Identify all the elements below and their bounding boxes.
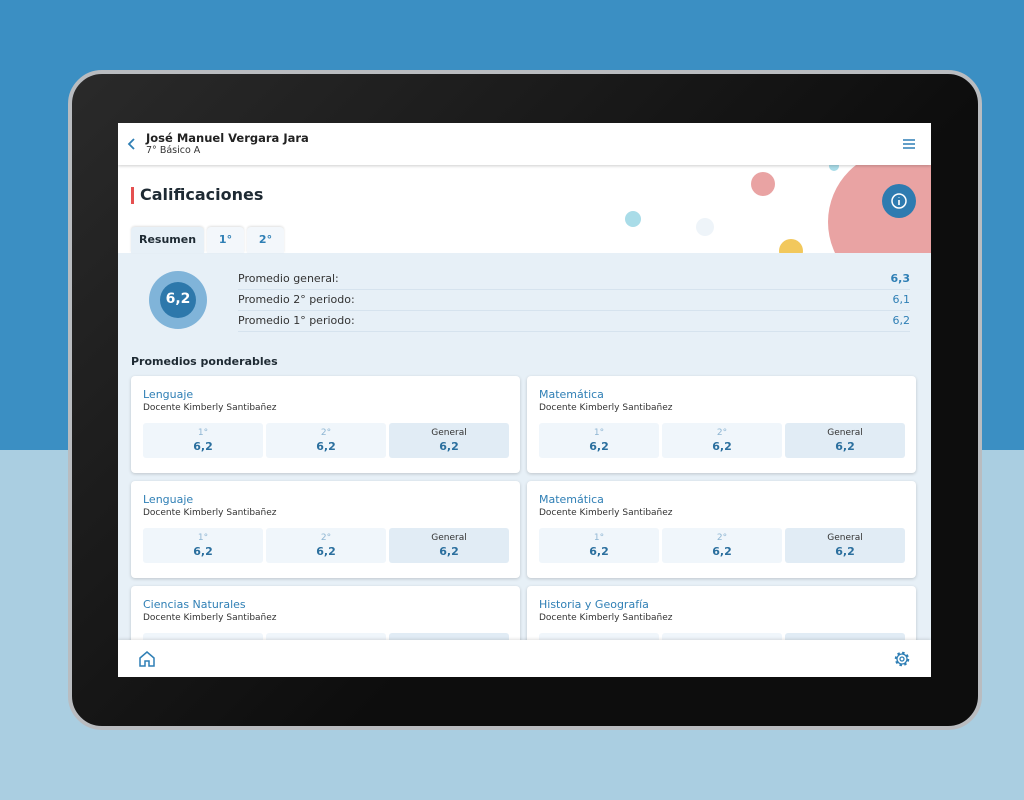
menu-button[interactable] <box>902 138 916 150</box>
subject-name: Lenguaje <box>143 388 194 401</box>
grade-value: 6,2 <box>193 545 213 558</box>
grade-label: 1° <box>593 428 605 438</box>
teacher-name: Docente Kimberly Santibañez <box>539 508 673 518</box>
row-value: 6,1 <box>892 293 911 306</box>
grade-label: 1° <box>197 428 209 438</box>
row-value: 6,2 <box>892 314 911 327</box>
grade-label: 1° <box>197 533 209 543</box>
grade-label: General <box>431 533 467 543</box>
summary-row: Promedio 1° periodo: 6,2 <box>238 311 910 332</box>
grade-value: 6,2 <box>439 440 459 453</box>
grade-label: 2° <box>716 428 728 438</box>
row-label: Promedio 2° periodo: <box>238 293 355 306</box>
student-name: José Manuel Vergara Jara <box>146 131 309 145</box>
bottom-nav <box>118 640 931 677</box>
grade-box: 1° 6,2 <box>143 423 263 458</box>
grade-box: 1° 6,2 <box>143 528 263 563</box>
grade-box <box>785 633 905 640</box>
content: Calificaciones Resumen 1° 2° 6,2 Promedio … <box>118 165 931 640</box>
subject-name: Matemática <box>539 388 604 401</box>
grade-value: 6,2 <box>712 440 732 453</box>
row-label: Promedio general: <box>238 272 339 285</box>
grade-box: General 6,2 <box>389 528 509 563</box>
summary-row: Promedio general: 6,3 <box>238 269 910 290</box>
grade-label: 2° <box>320 533 332 543</box>
teacher-name: Docente Kimberly Santibañez <box>539 613 673 623</box>
grade-box: General 6,2 <box>785 528 905 563</box>
grade-label: General <box>827 533 863 543</box>
grade-value: 6,2 <box>835 545 855 558</box>
teacher-name: Docente Kimberly Santibañez <box>143 508 277 518</box>
title-accent <box>131 187 134 204</box>
subject-name: Historia y Geografía <box>539 598 649 611</box>
home-button[interactable] <box>138 650 156 668</box>
summary-row: Promedio 2° periodo: 6,1 <box>238 290 910 311</box>
tab[interactable]: 2° <box>247 227 284 253</box>
subject-card: Ciencias Naturales Docente Kimberly Santi… <box>131 586 520 640</box>
grade-value: 6,2 <box>439 545 459 558</box>
grade-value: 6,2 <box>193 440 213 453</box>
grade-value: 6,2 <box>316 545 336 558</box>
teacher-name: Docente Kimberly Santibañez <box>143 403 277 413</box>
grade-box: 1° 6,2 <box>539 423 659 458</box>
subject-card: Lenguaje Docente Kimberly Santibañez 1° 6,2… <box>131 376 520 473</box>
grade-label: 1° <box>593 533 605 543</box>
subject-name: Lenguaje <box>143 493 194 506</box>
subject-card: Matemática Docente Kimberly Santibañez 1° 6… <box>527 481 916 578</box>
grade-value: 6,2 <box>712 545 732 558</box>
grade-box: 2° 6,2 <box>266 528 386 563</box>
page-title: Calificaciones <box>140 185 264 204</box>
average-circle <box>149 271 207 329</box>
subject-card: Lenguaje Docente Kimberly Santibañez 1° 6,2… <box>131 481 520 578</box>
grade-box <box>143 633 263 640</box>
grade-box: General 6,2 <box>785 423 905 458</box>
section-title: Promedios ponderables <box>131 355 278 368</box>
grade-label: General <box>431 428 467 438</box>
tab[interactable]: 1° <box>207 227 244 253</box>
subject-name: Ciencias Naturales <box>143 598 246 611</box>
subject-card: Matemática Docente Kimberly Santibañez 1° 6… <box>527 376 916 473</box>
grade-value: 6,2 <box>589 545 609 558</box>
teacher-name: Docente Kimberly Santibañez <box>143 613 277 623</box>
grade-box: General 6,2 <box>389 423 509 458</box>
row-label: Promedio 1° periodo: <box>238 314 355 327</box>
subject-card: Historia y Geografía Docente Kimberly San… <box>527 586 916 640</box>
grade-label: 2° <box>716 533 728 543</box>
grade-label: 2° <box>320 428 332 438</box>
grade-label: General <box>827 428 863 438</box>
subject-name: Matemática <box>539 493 604 506</box>
grade-box <box>539 633 659 640</box>
grade-value: 6,2 <box>835 440 855 453</box>
grade-value: 6,2 <box>589 440 609 453</box>
tab[interactable]: Resumen <box>131 227 204 253</box>
info-button[interactable] <box>881 183 917 219</box>
grade-box: 2° 6,2 <box>266 423 386 458</box>
grade-box: 1° 6,2 <box>539 528 659 563</box>
back-button[interactable] <box>127 137 137 151</box>
settings-button[interactable] <box>893 650 911 668</box>
average-value: 6,2 <box>165 291 191 307</box>
grade-value: 6,2 <box>316 440 336 453</box>
header: José Manuel Vergara Jara 7° Básico A <box>118 123 931 165</box>
grade-box: 2° 6,2 <box>662 423 782 458</box>
teacher-name: Docente Kimberly Santibañez <box>539 403 673 413</box>
screen: José Manuel Vergara Jara 7° Básico A Cal… <box>118 123 931 677</box>
row-value: 6,3 <box>890 272 911 285</box>
grade-box <box>389 633 509 640</box>
student-class: 7° Básico A <box>146 145 201 156</box>
grade-box <box>662 633 782 640</box>
grade-box: 2° 6,2 <box>662 528 782 563</box>
grade-box <box>266 633 386 640</box>
